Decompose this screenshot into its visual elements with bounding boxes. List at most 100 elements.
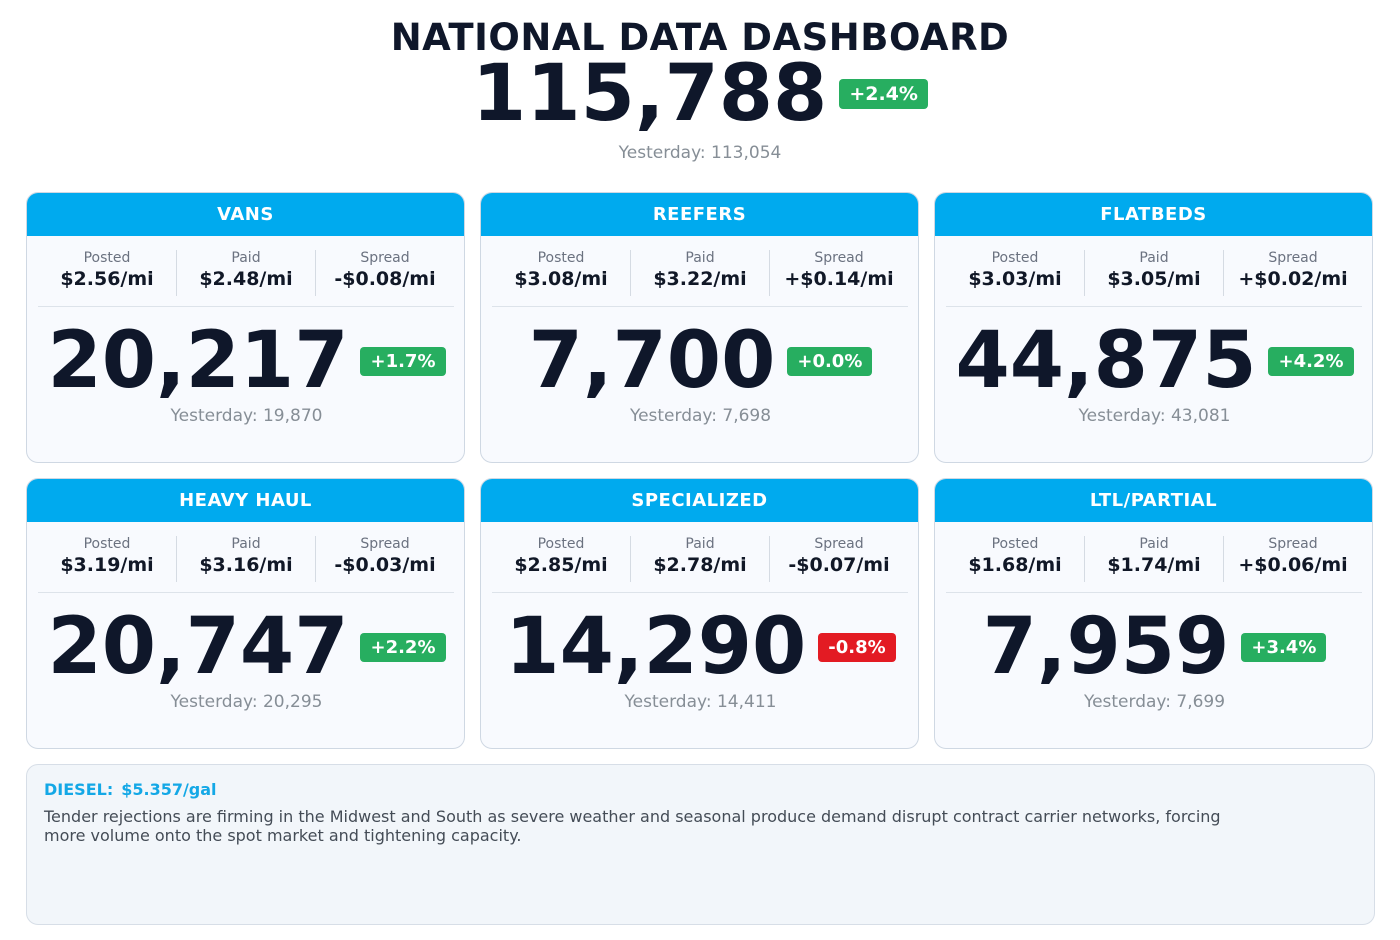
posted-label: Posted xyxy=(83,536,131,552)
yesterday-count: Yesterday: 20,295 xyxy=(170,692,323,712)
paid-label: Paid xyxy=(1139,536,1169,552)
posted-label: Posted xyxy=(83,250,131,266)
posted-value: $2.56/mi xyxy=(60,268,154,290)
page-title: NATIONAL DATA DASHBOARD xyxy=(390,16,1010,59)
dashboard-header: NATIONAL DATA DASHBOARD 115,788 +2.4% Ye… xyxy=(0,0,1400,180)
divider xyxy=(38,306,454,307)
spread-label: Spread xyxy=(1268,250,1318,266)
spread-label: Spread xyxy=(360,536,410,552)
spread-label: Spread xyxy=(814,536,864,552)
rate-stats: Posted $3.08/mi Paid $3.22/mi Spread +$0… xyxy=(492,250,908,296)
card-heavy-haul: HEAVY HAUL Posted $3.19/mi Paid $3.16/mi… xyxy=(26,478,465,749)
diesel-price: DIESEL: $5.357/gal xyxy=(44,780,217,799)
spread-label: Spread xyxy=(1268,536,1318,552)
load-count-row: 14,290 -0.8% xyxy=(481,604,918,690)
divider xyxy=(492,306,908,307)
yesterday-count: Yesterday: 7,698 xyxy=(629,406,772,426)
market-commentary: Tender rejections are firming in the Mid… xyxy=(44,807,1221,845)
posted-label: Posted xyxy=(991,250,1039,266)
paid-stat: Paid $3.16/mi xyxy=(176,536,315,582)
paid-stat: Paid $2.48/mi xyxy=(176,250,315,296)
load-count-row: 20,747 +2.2% xyxy=(27,602,464,692)
yesterday-count: Yesterday: 7,699 xyxy=(1083,692,1226,712)
spread-label: Spread xyxy=(360,250,410,266)
change-badge: +4.2% xyxy=(1268,346,1354,376)
yesterday-count: Yesterday: 14,411 xyxy=(624,692,777,712)
yesterday-count: Yesterday: 19,870 xyxy=(170,406,323,426)
load-count: 7,959 xyxy=(982,602,1230,692)
load-count-row: 7,959 +3.4% xyxy=(935,602,1372,692)
change-badge: +1.7% xyxy=(360,346,446,376)
spread-stat: Spread -$0.03/mi xyxy=(315,536,454,582)
spread-stat: Spread -$0.08/mi xyxy=(315,250,454,296)
rate-stats: Posted $2.56/mi Paid $2.48/mi Spread -$0… xyxy=(38,250,454,296)
spread-value: +$0.06/mi xyxy=(1238,554,1348,576)
posted-value: $3.19/mi xyxy=(60,554,154,576)
change-badge: +3.4% xyxy=(1241,632,1327,662)
spread-value: +$0.14/mi xyxy=(784,268,894,290)
total-loads-value: 115,788 xyxy=(472,49,828,139)
spread-value: +$0.02/mi xyxy=(1238,268,1348,290)
divider xyxy=(946,306,1362,307)
paid-value: $2.48/mi xyxy=(199,268,293,290)
rate-stats: Posted $1.68/mi Paid $1.74/mi Spread +$0… xyxy=(946,536,1362,582)
total-loads-row: 115,788 +2.4% xyxy=(0,52,1400,136)
posted-stat: Posted $3.19/mi xyxy=(38,536,176,582)
divider xyxy=(492,592,908,593)
total-yesterday: Yesterday: 113,054 xyxy=(618,143,782,163)
yesterday-count: Yesterday: 43,081 xyxy=(1078,406,1231,426)
market-news-panel: DIESEL: $5.357/gal Tender rejections are … xyxy=(26,764,1375,925)
load-count: 44,875 xyxy=(955,316,1257,406)
card-ltl-partial: LTL/PARTIAL Posted $1.68/mi Paid $1.74/m… xyxy=(934,478,1373,749)
card-specialized: SPECIALIZED Posted $2.85/mi Paid $2.78/m… xyxy=(480,478,919,749)
rate-stats: Posted $3.19/mi Paid $3.16/mi Spread -$0… xyxy=(38,536,454,582)
posted-label: Posted xyxy=(537,536,585,552)
posted-value: $3.03/mi xyxy=(968,268,1062,290)
card-reefers: REEFERS Posted $3.08/mi Paid $3.22/mi Sp… xyxy=(480,192,919,463)
divider xyxy=(946,592,1362,593)
paid-label: Paid xyxy=(1139,250,1169,266)
load-count-row: 7,700 +0.0% xyxy=(481,318,918,404)
paid-stat: Paid $3.22/mi xyxy=(630,250,769,296)
spread-label: Spread xyxy=(814,250,864,266)
posted-value: $1.68/mi xyxy=(968,554,1062,576)
posted-stat: Posted $2.85/mi xyxy=(492,536,630,582)
card-vans: VANS Posted $2.56/mi Paid $2.48/mi Sprea… xyxy=(26,192,465,463)
card-title: VANS xyxy=(27,193,464,236)
paid-stat: Paid $2.78/mi xyxy=(630,536,769,582)
rate-stats: Posted $3.03/mi Paid $3.05/mi Spread +$0… xyxy=(946,250,1362,296)
load-count-row: 20,217 +1.7% xyxy=(27,318,464,404)
paid-value: $2.78/mi xyxy=(653,554,747,576)
change-badge: -0.8% xyxy=(818,632,896,662)
posted-stat: Posted $3.08/mi xyxy=(492,250,630,296)
divider xyxy=(38,592,454,593)
spread-value: -$0.08/mi xyxy=(334,268,436,290)
paid-stat: Paid $1.74/mi xyxy=(1084,536,1223,582)
card-flatbeds: FLATBEDS Posted $3.03/mi Paid $3.05/mi S… xyxy=(934,192,1373,463)
total-change-badge: +2.4% xyxy=(839,79,928,109)
rate-stats: Posted $2.85/mi Paid $2.78/mi Spread -$0… xyxy=(492,536,908,582)
card-title: REEFERS xyxy=(481,193,918,236)
posted-label: Posted xyxy=(537,250,585,266)
paid-label: Paid xyxy=(231,536,261,552)
paid-value: $1.74/mi xyxy=(1107,554,1201,576)
paid-value: $3.05/mi xyxy=(1107,268,1201,290)
posted-stat: Posted $2.56/mi xyxy=(38,250,176,296)
card-title: LTL/PARTIAL xyxy=(935,479,1372,522)
card-title: HEAVY HAUL xyxy=(27,479,464,522)
diesel-value: $5.357/gal xyxy=(121,780,217,799)
paid-value: $3.22/mi xyxy=(653,268,747,290)
paid-stat: Paid $3.05/mi xyxy=(1084,250,1223,296)
paid-label: Paid xyxy=(685,250,715,266)
load-count: 20,747 xyxy=(47,602,349,692)
change-badge: +0.0% xyxy=(787,346,873,376)
posted-label: Posted xyxy=(991,536,1039,552)
spread-stat: Spread +$0.14/mi xyxy=(769,250,908,296)
paid-label: Paid xyxy=(231,250,261,266)
paid-value: $3.16/mi xyxy=(199,554,293,576)
load-count-row: 44,875 +4.2% xyxy=(935,316,1372,406)
posted-stat: Posted $3.03/mi xyxy=(946,250,1084,296)
change-badge: +2.2% xyxy=(360,632,446,662)
spread-value: -$0.03/mi xyxy=(334,554,436,576)
spread-stat: Spread +$0.06/mi xyxy=(1223,536,1362,582)
